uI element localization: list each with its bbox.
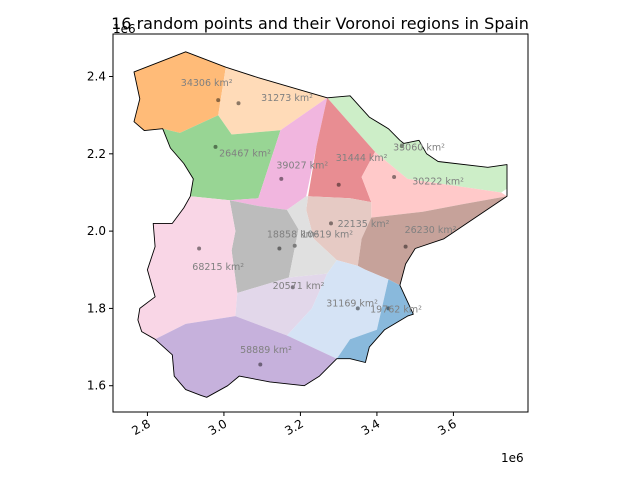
x-tick-label: 3.6: [435, 416, 459, 438]
y-tick-label: 1.8: [87, 301, 106, 315]
voronoi-region-r12: [137, 196, 238, 340]
random-point-r6: [336, 182, 341, 187]
random-points: [197, 98, 408, 367]
area-label-r1: 34306 km²: [181, 78, 233, 89]
voronoi-region-r6: [308, 97, 375, 203]
area-label-r13: 20571 km²: [273, 281, 325, 292]
voronoi-region-r4: [327, 95, 507, 193]
voronoi-region-r7: [361, 151, 507, 218]
random-point-r12: [197, 246, 202, 251]
x-offset-label: 1e6: [501, 451, 524, 465]
voronoi-region-r3: [162, 115, 281, 201]
random-point-r10: [277, 246, 282, 251]
chart-title: 16 random points and their Voronoi regio…: [111, 14, 529, 33]
voronoi-region-r10: [229, 200, 299, 293]
random-point-r16: [258, 362, 263, 367]
y-tick-label: 2.0: [87, 224, 106, 238]
area-label-r6: 31444 km²: [336, 153, 388, 164]
random-point-r15: [386, 306, 391, 311]
random-point-r4: [399, 144, 404, 149]
area-label-r4: 33060 km²: [393, 143, 445, 154]
voronoi-region-r13: [235, 273, 328, 336]
voronoi-region-r8: [306, 196, 372, 266]
area-label-r8: 22135 km²: [338, 219, 390, 230]
voronoi-region-r5: [229, 97, 328, 210]
x-tick-label: 3.2: [282, 416, 306, 438]
voronoi-region-r11: [287, 196, 337, 278]
x-tick-label: 3.4: [359, 416, 383, 438]
voronoi-region-r14: [287, 260, 389, 359]
random-point-r9: [403, 244, 408, 249]
plot-frame: [112, 33, 529, 413]
area-label-r10: 18858 km²: [267, 230, 319, 241]
voronoi-region-r15: [336, 279, 414, 363]
area-label-r14: 31169 km²: [326, 299, 378, 310]
voronoi-region-r9: [357, 196, 507, 286]
random-point-r5: [279, 176, 284, 181]
area-label-r9: 26230 km²: [405, 225, 457, 236]
area-label-r5: 39027 km²: [276, 161, 328, 172]
random-point-r2: [236, 101, 241, 106]
area-label-r11: 10619 km²: [301, 230, 353, 241]
random-point-r3: [213, 144, 218, 149]
y-axis-ticks: 1.6 1.8 2.0 2.2 2.4: [87, 70, 113, 393]
area-label-r15: 19762 km²: [370, 304, 422, 315]
area-label-r2: 31273 km²: [261, 93, 313, 104]
y-tick-label: 2.2: [87, 147, 106, 161]
random-point-r1: [216, 98, 221, 103]
area-label-r3: 26467 km²: [219, 149, 271, 160]
x-axis-ticks: 2.8 3.0 3.2 3.4 3.6: [129, 412, 459, 438]
spain-outline: [133, 51, 508, 398]
random-point-r11: [292, 243, 297, 248]
area-label-r12: 68215 km²: [192, 262, 244, 273]
area-labels: 34306 km² 31273 km² 26467 km² 33060 km² 3902…: [181, 78, 464, 356]
random-point-r14: [355, 306, 360, 311]
voronoi-region-r16: [155, 316, 337, 398]
random-point-r8: [329, 221, 333, 226]
x-tick-label: 2.8: [129, 416, 153, 438]
area-label-r7: 30222 km²: [412, 177, 464, 188]
random-point-r13: [290, 285, 295, 290]
random-point-r7: [392, 175, 397, 179]
y-tick-label: 2.4: [87, 70, 106, 84]
x-tick-label: 3.0: [206, 416, 230, 438]
y-tick-label: 1.6: [87, 379, 106, 393]
voronoi-region-r2: [218, 67, 328, 135]
voronoi-region-r1: [134, 51, 226, 133]
area-label-r16: 58889 km²: [240, 345, 292, 356]
voronoi-regions: [134, 51, 507, 398]
y-offset-label: 1e6: [113, 22, 136, 36]
